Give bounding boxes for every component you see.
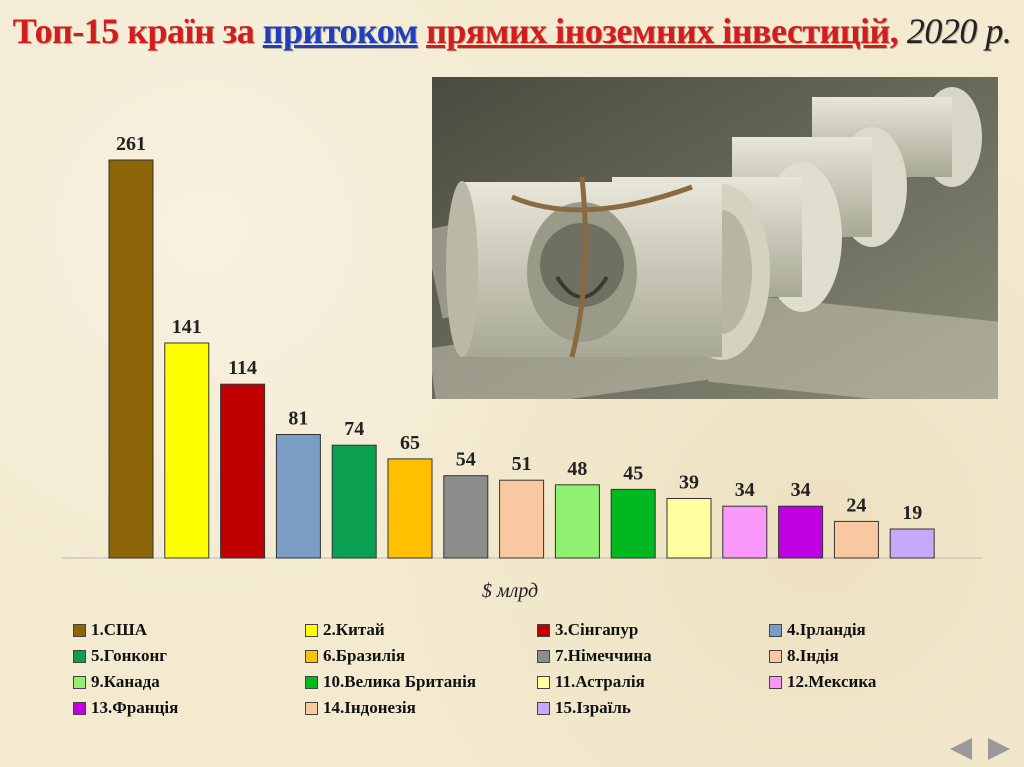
bar-12 xyxy=(722,505,768,559)
legend-swatch xyxy=(73,675,86,689)
legend-swatch xyxy=(769,675,782,689)
legend-label: 2.Китай xyxy=(323,620,385,639)
arrow-right-icon xyxy=(988,738,1010,760)
legend-swatch xyxy=(305,649,318,663)
bar-14 xyxy=(833,520,879,559)
legend-item: 5.Гонконг xyxy=(73,645,305,667)
bar-6 xyxy=(387,458,433,559)
bar-2 xyxy=(164,342,210,559)
legend-label: 10.Велика Британія xyxy=(323,672,477,691)
legend-label: 13.Франція xyxy=(91,698,179,717)
legend-item: 8.Індія xyxy=(769,645,973,667)
bar-value-label: 24 xyxy=(846,494,866,516)
bar-chart: 261 141 114 81 74 65 54 51 48 45 39 34 34 24 19 xyxy=(62,133,982,559)
bar-4 xyxy=(275,434,321,559)
legend-label: 15.Ізраїль xyxy=(555,698,631,717)
legend-label: 3.Сінгапур xyxy=(555,620,639,639)
legend-label: 14.Індонезія xyxy=(323,698,416,717)
bar-5 xyxy=(331,444,377,559)
legend-label: 1.США xyxy=(91,620,147,639)
legend-swatch xyxy=(73,701,86,715)
arrow-left-icon xyxy=(950,738,972,760)
bar-value-label: 261 xyxy=(116,133,146,155)
legend-label: 11.Астралія xyxy=(555,672,645,691)
legend-item: 10.Велика Британія xyxy=(305,671,537,693)
legend-swatch xyxy=(769,623,782,637)
legend-label: 5.Гонконг xyxy=(91,646,167,665)
title-part-3: прямих іноземних інвестицій, xyxy=(426,11,899,51)
title-part-4: 2020 р. xyxy=(898,11,1012,51)
legend-swatch xyxy=(73,623,86,637)
legend-item: 13.Франція xyxy=(73,697,305,719)
bar-1 xyxy=(108,159,154,559)
legend-item: 1.США xyxy=(73,619,305,641)
legend-label: 12.Мексика xyxy=(787,672,877,691)
title-part-1: Топ-15 країн за xyxy=(12,11,263,51)
chart-legend: 1.США 2.Китай 3.Сінгапур 4.Ірландія 5.Гонкон… xyxy=(73,619,973,719)
legend-item: 2.Китай xyxy=(305,619,537,641)
legend-label: 9.Канада xyxy=(91,672,160,691)
legend-swatch xyxy=(537,649,550,663)
legend-swatch xyxy=(305,701,318,715)
legend-swatch xyxy=(769,649,782,663)
legend-swatch xyxy=(537,701,550,715)
bar-value-label: 51 xyxy=(512,453,532,475)
legend-item: 11.Астралія xyxy=(537,671,769,693)
legend-item: 3.Сінгапур xyxy=(537,619,769,641)
bar-13 xyxy=(778,505,824,559)
legend-label: 8.Індія xyxy=(787,646,839,665)
legend-label: 4.Ірландія xyxy=(787,620,866,639)
x-axis-label: $ млрд xyxy=(481,580,539,602)
legend-item: 6.Бразилія xyxy=(305,645,537,667)
legend-item: 7.Німеччина xyxy=(537,645,769,667)
bar-value-label: 54 xyxy=(456,449,476,471)
bar-7 xyxy=(443,475,489,559)
bar-value-label: 39 xyxy=(679,472,699,494)
bar-11 xyxy=(666,498,712,559)
bar-9 xyxy=(554,484,600,559)
chart-title: Топ-15 країн за притоком прямих іноземни… xyxy=(0,10,1024,52)
legend-swatch xyxy=(537,675,550,689)
bar-value-label: 114 xyxy=(228,357,257,379)
legend-item: 9.Канада xyxy=(73,671,305,693)
bar-value-label: 74 xyxy=(344,418,364,440)
legend-label: 7.Німеччина xyxy=(555,646,652,665)
legend-label: 6.Бразилія xyxy=(323,646,406,665)
bar-value-label: 34 xyxy=(735,479,755,501)
legend-item: 14.Індонезія xyxy=(305,697,537,719)
legend-swatch xyxy=(73,649,86,663)
bar-value-label: 34 xyxy=(791,479,811,501)
legend-swatch xyxy=(305,623,318,637)
legend-item: 4.Ірландія xyxy=(769,619,973,641)
bar-3 xyxy=(220,383,266,559)
bar-10 xyxy=(610,488,656,559)
money-rolls-photo xyxy=(432,77,998,399)
bar-15 xyxy=(889,528,935,559)
prev-slide-button[interactable] xyxy=(948,737,974,761)
legend-item: 15.Ізраїль xyxy=(537,697,769,719)
legend-swatch xyxy=(305,675,318,689)
bar-value-label: 48 xyxy=(567,458,587,480)
bar-value-label: 141 xyxy=(172,316,202,338)
title-part-2: притоком xyxy=(262,11,418,51)
next-slide-button[interactable] xyxy=(986,737,1012,761)
bar-value-label: 65 xyxy=(400,432,420,454)
bar-value-label: 81 xyxy=(288,408,308,430)
legend-item: 12.Мексика xyxy=(769,671,973,693)
legend-swatch xyxy=(537,623,550,637)
bar-value-label: 45 xyxy=(623,462,643,484)
bar-value-label: 19 xyxy=(902,502,922,524)
bar-8 xyxy=(499,479,545,559)
